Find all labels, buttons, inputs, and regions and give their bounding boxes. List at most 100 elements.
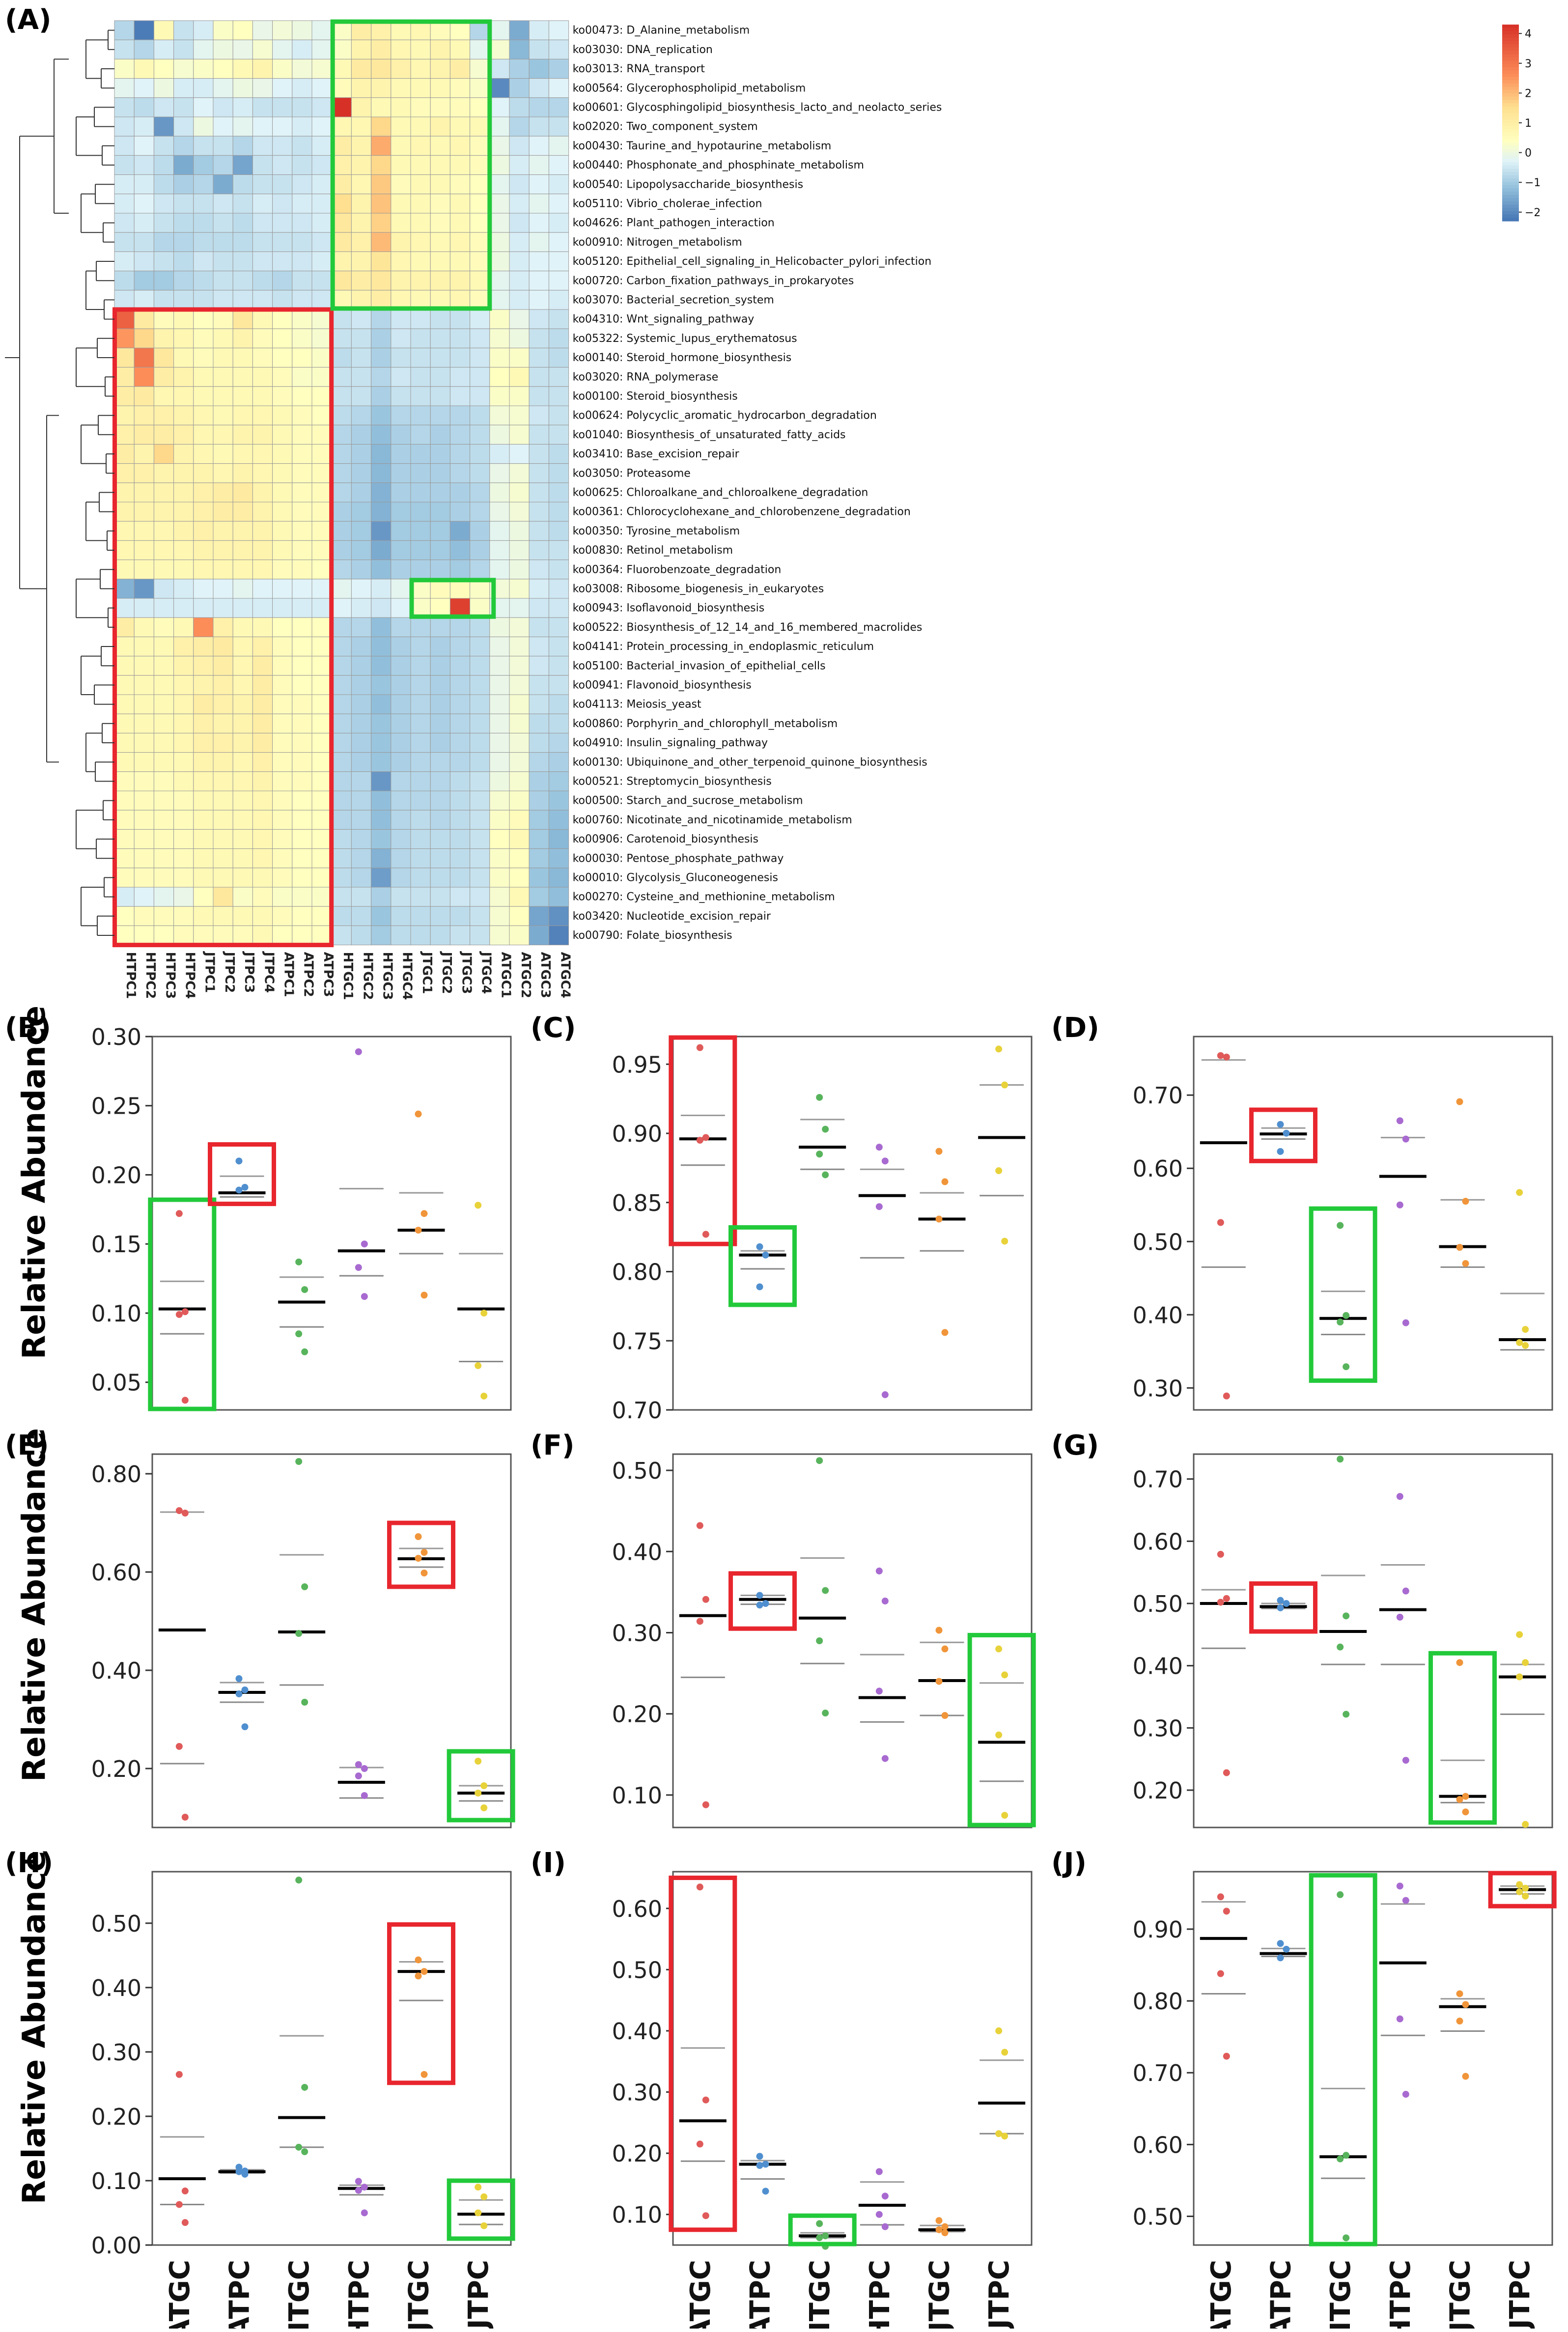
- heatmap-cell: [430, 732, 450, 753]
- heatmap-row-label: ko00760: Nicotinate_and_nicotinamide_met…: [573, 814, 852, 826]
- heatmap-row-label: ko03020: RNA_polymerase: [573, 371, 719, 383]
- heatmap-cell: [134, 155, 154, 175]
- heatmap-cell: [331, 463, 352, 483]
- heatmap-cell: [311, 39, 332, 59]
- heatmap-cell: [489, 405, 510, 425]
- heatmap-cell: [311, 752, 332, 772]
- heatmap-row-label: ko00440: Phosphonate_and_phosphinate_met…: [573, 159, 864, 171]
- heatmap-cell: [351, 405, 372, 425]
- heatmap-cell: [193, 347, 214, 368]
- y-tick-label: 0.75: [612, 1328, 662, 1354]
- heatmap-cell: [351, 271, 372, 291]
- heatmap-cell: [430, 116, 450, 137]
- heatmap-cell: [193, 424, 214, 445]
- heatmap-cell: [410, 925, 431, 946]
- data-point: [816, 1151, 823, 1158]
- plot-frame: [672, 1036, 1033, 1411]
- colorbar-segment: [1502, 175, 1519, 179]
- heatmap-cell: [351, 502, 372, 522]
- heatmap-cell: [410, 290, 431, 310]
- heatmap-cell: [489, 502, 510, 522]
- colorbar-segment: [1502, 142, 1519, 146]
- heatmap-cell: [529, 78, 549, 98]
- heatmap-cell: [430, 290, 450, 310]
- heatmap-cell: [252, 367, 273, 387]
- heatmap-column-label: JTGC3: [459, 951, 474, 994]
- dot-plot-d: 0.300.400.500.600.70: [1133, 1036, 1553, 1411]
- data-point: [361, 1240, 368, 1248]
- heatmap-cell: [410, 328, 431, 348]
- colorbar-segment: [1502, 67, 1519, 71]
- panel-label-g: (G): [1051, 1430, 1099, 1461]
- heatmap-column-label: ATGC2: [518, 952, 533, 998]
- heatmap-cell: [351, 752, 372, 772]
- colorbar-segment: [1502, 145, 1519, 149]
- data-point: [1402, 1319, 1409, 1326]
- heatmap-cell: [311, 694, 332, 714]
- heatmap-cell: [470, 732, 490, 753]
- heatmap-cell: [272, 540, 293, 561]
- heatmap-cell: [153, 174, 174, 195]
- heatmap-cell: [213, 482, 233, 503]
- heatmap-cell: [509, 78, 530, 98]
- heatmap-cell: [509, 58, 530, 79]
- highlight-box-red: [669, 1035, 737, 1246]
- panel-label-h: (H): [5, 1847, 54, 1879]
- heatmap-cell: [371, 194, 392, 214]
- colorbar-segment: [1502, 198, 1519, 202]
- data-point: [995, 2130, 1003, 2137]
- data-point: [301, 1699, 308, 1706]
- colorbar-segment: [1502, 34, 1519, 38]
- heatmap-cell: [509, 328, 530, 348]
- data-point: [1402, 1135, 1409, 1143]
- heatmap-cell: [410, 887, 431, 907]
- heatmap-cell: [489, 39, 510, 59]
- heatmap-cell: [331, 39, 352, 59]
- heatmap-cell: [509, 829, 530, 849]
- heatmap-cell: [193, 405, 214, 425]
- heatmap-cell: [292, 482, 312, 503]
- x-tick-label: JTPC: [463, 2260, 495, 2329]
- data-point: [175, 1210, 183, 1217]
- heatmap-cell: [548, 713, 569, 733]
- data-point: [881, 2192, 889, 2200]
- heatmap-cell: [292, 405, 312, 425]
- heatmap-cell: [213, 39, 233, 59]
- heatmap-cell: [292, 887, 312, 907]
- heatmap-cell: [470, 694, 490, 714]
- heatmap-cell: [153, 925, 174, 946]
- heatmap-cell: [449, 732, 471, 753]
- heatmap-cell: [351, 463, 372, 483]
- heatmap-cell: [311, 540, 332, 561]
- heatmap-cell: [292, 579, 312, 599]
- data-point: [1456, 1796, 1463, 1803]
- heatmap-row-label: ko03410: Base_excision_repair: [573, 448, 740, 460]
- heatmap-cell: [331, 598, 352, 618]
- y-tick-label: 0.30: [91, 2039, 141, 2066]
- data-point: [1343, 2234, 1350, 2242]
- heatmap-cell: [272, 213, 293, 233]
- heatmap-cell: [213, 20, 233, 40]
- heatmap-cell: [489, 271, 510, 291]
- heatmap-cell: [213, 251, 233, 272]
- data-point: [235, 1675, 243, 1682]
- heatmap-cell: [489, 174, 510, 195]
- heatmap-cell: [173, 560, 194, 580]
- heatmap-cell: [351, 424, 372, 445]
- heatmap-cell: [371, 309, 392, 329]
- heatmap-cell: [272, 887, 293, 907]
- heatmap-cell: [509, 636, 530, 657]
- heatmap-cell: [134, 560, 154, 580]
- y-axis-label-row2: Relative Abundance: [16, 1428, 53, 1782]
- colorbar-tick-label: −2: [1525, 207, 1540, 219]
- heatmap-cell: [548, 868, 569, 888]
- heatmap-cell: [311, 482, 332, 503]
- heatmap-cell: [292, 194, 312, 214]
- heatmap-row-label: ko00943: Isoflavonoid_biosynthesis: [573, 602, 765, 615]
- heatmap-cell: [351, 771, 372, 791]
- data-point: [702, 1596, 709, 1603]
- heatmap-cell: [232, 713, 253, 733]
- heatmap-cell: [371, 694, 392, 714]
- heatmap-cell: [134, 887, 154, 907]
- x-tick-label: JTPC: [1504, 2260, 1536, 2329]
